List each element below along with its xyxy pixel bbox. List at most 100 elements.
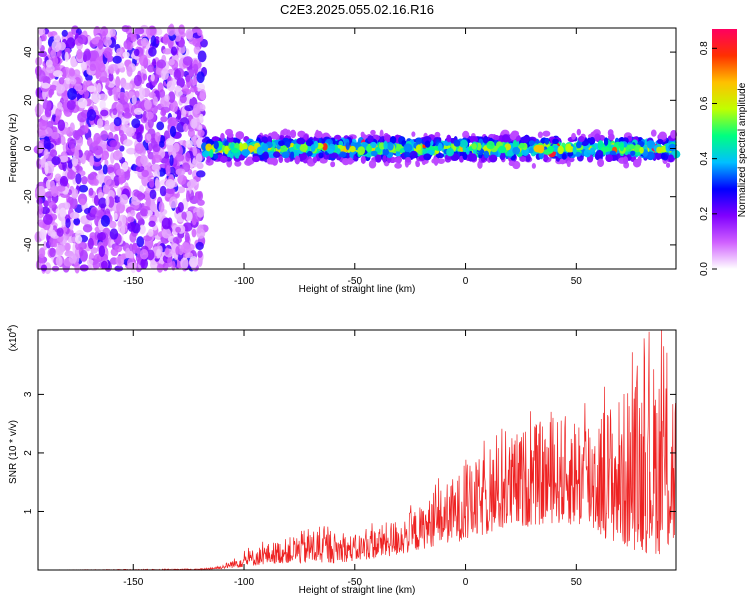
- heatmap-cell: [61, 68, 67, 80]
- heatmap-cell: [229, 142, 235, 150]
- heatmap-cell: [89, 63, 97, 72]
- heatmap-cell: [79, 198, 86, 206]
- heatmap-cell: [197, 250, 203, 258]
- heatmap-cell: [191, 228, 197, 238]
- heatmap-cell: [196, 226, 202, 234]
- heatmap-cell: [382, 148, 390, 156]
- heatmap-cell: [168, 58, 175, 66]
- heatmap-cell: [72, 129, 79, 139]
- heatmap-cells: [33, 23, 681, 275]
- heatmap-cell: [453, 139, 461, 147]
- heatmap-cell: [59, 175, 69, 188]
- heatmap-cell: [93, 178, 99, 186]
- heatmap-cell: [98, 93, 108, 101]
- heatmap-cell: [112, 108, 118, 116]
- heatmap-cell: [58, 41, 66, 51]
- heatmap-cell: [150, 35, 157, 47]
- heatmap-cell: [209, 148, 214, 158]
- spectrogram-y-tick-label: 40: [23, 46, 34, 58]
- heatmap-cell: [537, 131, 543, 139]
- heatmap-cell: [79, 249, 88, 262]
- svg-text:(x104): (x104): [7, 325, 19, 352]
- heatmap-cell: [70, 57, 77, 68]
- heatmap-cell: [73, 218, 81, 226]
- snr-y-tick-label: 2: [23, 450, 34, 456]
- heatmap-cell: [574, 151, 582, 157]
- heatmap-cell: [605, 154, 613, 163]
- heatmap-cell: [184, 104, 194, 112]
- heatmap-cell: [190, 118, 198, 129]
- heatmap-cell: [594, 133, 601, 142]
- heatmap-cell: [66, 37, 76, 49]
- heatmap-cell: [403, 143, 413, 153]
- heatmap-cell: [173, 69, 182, 81]
- heatmap-cell: [278, 140, 285, 147]
- heatmap-cell: [147, 228, 154, 237]
- heatmap-cell: [528, 140, 535, 146]
- heatmap-cell: [462, 151, 468, 160]
- heatmap-cell: [589, 147, 595, 156]
- heatmap-cell: [36, 197, 43, 205]
- heatmap-cell: [99, 70, 108, 82]
- heatmap-cell: [164, 94, 170, 102]
- heatmap-cell: [57, 119, 66, 131]
- heatmap-cell: [138, 54, 148, 67]
- heatmap-cell: [146, 133, 152, 142]
- heatmap-cell: [92, 259, 101, 270]
- spectrogram-x-tick-label: 50: [571, 276, 583, 287]
- heatmap-cell: [184, 232, 190, 243]
- heatmap-cell: [387, 141, 394, 151]
- heatmap-cell: [336, 148, 341, 155]
- heatmap-cell: [39, 228, 47, 241]
- heatmap-cell: [40, 206, 50, 215]
- heatmap-cell: [81, 175, 88, 185]
- heatmap-cell: [123, 112, 133, 119]
- heatmap-cell: [103, 123, 111, 131]
- heatmap-cell: [622, 156, 629, 165]
- heatmap-cell: [366, 144, 372, 153]
- heatmap-cell: [181, 88, 192, 95]
- heatmap-cell: [158, 140, 165, 148]
- heatmap-cell: [195, 153, 203, 164]
- heatmap-cell: [248, 145, 256, 152]
- heatmap-cell: [38, 27, 46, 37]
- heatmap-cell: [559, 158, 566, 165]
- heatmap-cell: [213, 153, 219, 160]
- spectrogram-x-tick-label: 0: [463, 276, 469, 287]
- heatmap-cell: [52, 112, 57, 122]
- heatmap-cell: [105, 77, 110, 87]
- heatmap-cell: [379, 129, 384, 138]
- heatmap-cell: [136, 236, 145, 248]
- heatmap-cell: [149, 178, 155, 188]
- heatmap-cell: [370, 150, 378, 157]
- heatmap-cell: [142, 73, 148, 81]
- heatmap-cell: [261, 136, 268, 144]
- heatmap-cell: [145, 27, 151, 36]
- heatmap-cell: [172, 236, 182, 244]
- heatmap-cell: [394, 162, 402, 169]
- heatmap-cell: [42, 100, 52, 111]
- heatmap-cell: [52, 70, 63, 77]
- heatmap-cell: [252, 155, 261, 163]
- heatmap-cell: [52, 238, 58, 248]
- heatmap-cell: [238, 154, 245, 161]
- snr-scale-exp: 4: [7, 328, 14, 332]
- heatmap-cell: [100, 109, 109, 117]
- heatmap-cell: [108, 88, 113, 97]
- heatmap-cell: [100, 26, 109, 37]
- heatmap-cell: [74, 149, 80, 160]
- heatmap-cell: [290, 129, 297, 139]
- heatmap-cell: [67, 87, 78, 100]
- heatmap-cell: [360, 155, 366, 164]
- snr-scale-note: (x104): [7, 325, 19, 352]
- snr-y-tick-label: 3: [23, 391, 34, 397]
- heatmap-cell: [543, 155, 549, 161]
- heatmap-cell: [561, 153, 567, 160]
- heatmap-cell: [108, 220, 117, 229]
- spectrogram-y-label: Frequency (Hz): [8, 114, 19, 183]
- heatmap-cell: [619, 142, 625, 152]
- heatmap-cell: [127, 261, 138, 270]
- heatmap-cell: [131, 118, 141, 129]
- heatmap-cell: [100, 130, 109, 141]
- heatmap-cell: [56, 102, 63, 110]
